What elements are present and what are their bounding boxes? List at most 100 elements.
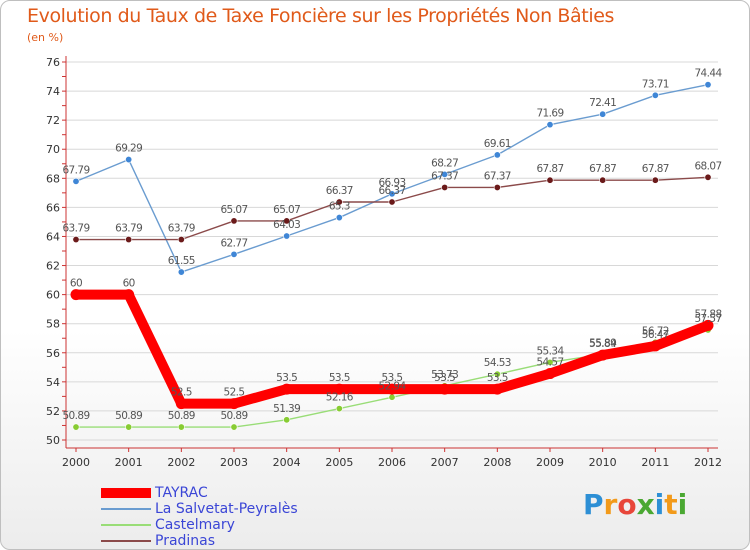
data-point: [177, 423, 185, 431]
x-tick-label: 2003: [220, 456, 248, 469]
data-point: [175, 398, 187, 410]
x-tick-label: 2011: [641, 456, 669, 469]
data-point: [335, 405, 343, 413]
data-label: 57.57: [694, 313, 721, 325]
data-label: 66.93: [378, 177, 405, 189]
logo-letter: P: [583, 488, 604, 521]
legend-swatch: [101, 488, 151, 498]
data-label: 65.07: [220, 204, 247, 216]
data-label: 64.03: [273, 219, 300, 231]
data-label: 66.37: [326, 185, 353, 197]
y-tick-label: 56: [46, 347, 60, 360]
data-label: 56.47: [642, 329, 669, 341]
data-point: [546, 176, 554, 184]
x-tick-label: 2012: [694, 456, 722, 469]
data-label: 65.07: [273, 204, 300, 216]
data-point: [388, 393, 396, 401]
logo-letter: t: [664, 488, 678, 521]
data-label: 67.87: [589, 163, 616, 175]
data-point: [544, 368, 556, 380]
y-tick-label: 62: [46, 260, 60, 273]
data-point: [125, 156, 133, 164]
data-label: 61.55: [168, 255, 195, 267]
chart-legend: TAYRAC La Salvetat-Peyralès Castelmary Prad…: [101, 485, 341, 549]
data-point: [599, 176, 607, 184]
data-label: 60: [70, 278, 82, 290]
data-point: [230, 250, 238, 258]
data-point: [491, 383, 503, 395]
data-point: [704, 173, 712, 181]
logo-letter: r: [603, 488, 618, 521]
logo-letter: o: [617, 488, 637, 521]
x-tick-label: 2001: [115, 456, 143, 469]
data-label: 54.57: [536, 357, 563, 369]
data-point: [439, 383, 451, 395]
data-label: 63.79: [168, 223, 195, 235]
legend-item: Pradinas: [101, 533, 341, 549]
proxiti-logo: Proxiti: [583, 488, 687, 521]
data-label: 62.77: [220, 237, 247, 249]
x-tick-label: 2004: [273, 456, 301, 469]
data-point: [546, 121, 554, 129]
y-tick-label: 76: [46, 56, 60, 69]
data-label: 55.34: [536, 345, 564, 357]
data-point: [651, 176, 659, 184]
y-tick-label: 64: [46, 230, 60, 243]
data-label: 67.37: [484, 170, 511, 182]
data-label: 63.79: [62, 223, 89, 235]
data-label: 52.94: [378, 380, 406, 392]
data-point: [230, 217, 238, 225]
data-label: 74.44: [694, 68, 722, 80]
data-point: [388, 198, 396, 206]
legend-item: Castelmary: [101, 517, 341, 533]
data-point: [283, 232, 291, 240]
data-label: 69.61: [484, 138, 511, 150]
data-label: 68.07: [694, 160, 721, 172]
data-label: 50.89: [62, 410, 89, 422]
legend-swatch: [101, 524, 151, 526]
data-point: [281, 383, 293, 395]
x-tick-label: 2006: [378, 456, 406, 469]
data-point: [493, 370, 501, 378]
chart-title: Evolution du Taux de Taxe Foncière sur l…: [27, 5, 615, 27]
data-label: 68.27: [431, 157, 458, 169]
data-point: [283, 416, 291, 424]
data-point: [704, 81, 712, 89]
y-tick-label: 60: [46, 289, 60, 302]
x-tick-label: 2000: [62, 456, 90, 469]
data-point: [441, 183, 449, 191]
y-tick-label: 70: [46, 143, 60, 156]
data-point: [386, 383, 398, 395]
data-label: 52.5: [171, 387, 192, 399]
data-point: [702, 319, 714, 331]
legend-swatch: [101, 508, 151, 510]
y-tick-label: 54: [46, 376, 60, 389]
legend-swatch: [101, 540, 151, 542]
data-point: [333, 383, 345, 395]
data-label: 66.37: [378, 185, 405, 197]
data-label: 52.16: [326, 392, 354, 404]
data-label: 67.37: [431, 170, 458, 182]
data-label: 71.69: [536, 108, 563, 120]
x-tick-label: 2005: [325, 456, 353, 469]
y-tick-label: 68: [46, 172, 60, 185]
data-point: [70, 289, 82, 301]
data-label: 73.71: [642, 78, 669, 90]
y-tick-label: 72: [46, 114, 60, 127]
y-tick-label: 52: [46, 405, 60, 418]
data-point: [441, 170, 449, 178]
data-point: [228, 398, 240, 410]
data-label: 53.5: [434, 372, 455, 384]
logo-letter: x: [636, 488, 655, 521]
data-label: 54.53: [484, 357, 511, 369]
data-point: [123, 289, 135, 301]
data-label: 53.5: [487, 372, 508, 384]
y-tick-label: 50: [46, 434, 60, 447]
data-point: [388, 190, 396, 198]
data-point: [125, 236, 133, 244]
data-point: [125, 423, 133, 431]
legend-label: TAYRAC: [155, 485, 208, 501]
legend-label: La Salvetat-Peyralès: [155, 501, 298, 517]
legend-label: Castelmary: [155, 517, 235, 533]
